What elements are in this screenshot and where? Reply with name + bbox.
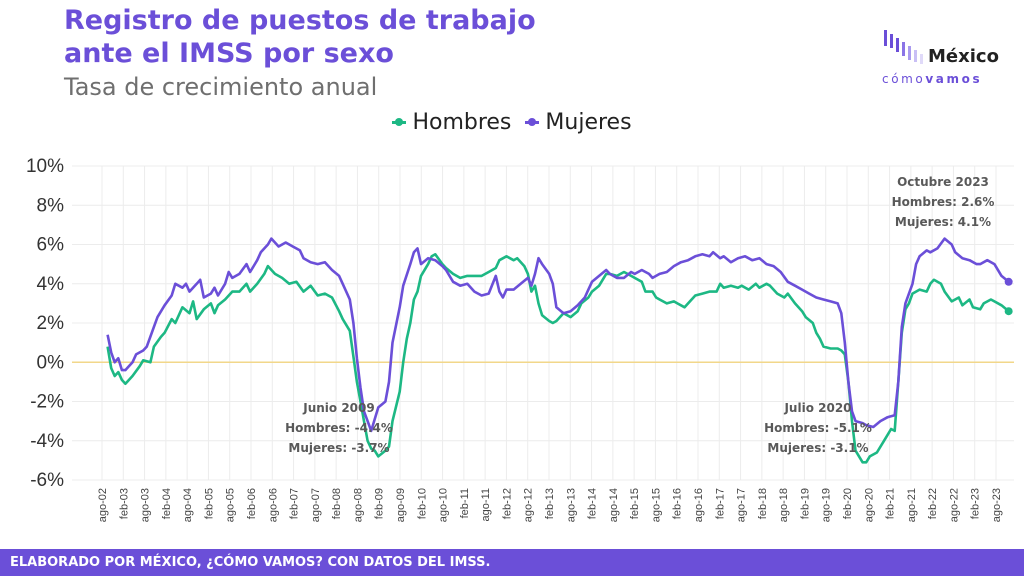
series-line-hombres (106, 253, 1010, 464)
x-tick-label: ago-11 (480, 488, 492, 521)
x-tick-label: ago-03 (140, 488, 152, 522)
annotation-junio-2009-line: Hombres: -4.4% (285, 421, 393, 435)
x-tick-label: feb-23 (970, 488, 982, 519)
x-tick-label: ago-06 (267, 488, 279, 522)
x-tick-label: ago-10 (438, 488, 450, 522)
y-tick-label: 8% (37, 195, 65, 216)
x-tick-label: feb-12 (501, 488, 513, 519)
y-tick-label: 2% (37, 313, 65, 334)
y-tick-label: 10% (26, 156, 64, 177)
x-tick-label: feb-17 (714, 488, 726, 519)
x-tick-label: ago-08 (352, 488, 364, 522)
logo-tag-light: cómo (882, 72, 926, 86)
x-tick-label: feb-09 (374, 488, 386, 519)
annotation-octubre-2023-line: Hombres: 2.6% (892, 195, 995, 209)
x-tick-label: ago-05 (225, 488, 237, 522)
annotation-junio-2009-line: Mujeres: -3.7% (288, 441, 389, 455)
y-tick-label: 0% (37, 352, 65, 373)
x-tick-label: feb-05 (203, 488, 215, 519)
bars-logo-icon (884, 30, 923, 64)
x-tick-label: ago-12 (523, 488, 535, 522)
annotation-julio-2020-line: Julio 2020 (783, 401, 851, 415)
x-tick-label: feb-07 (289, 488, 301, 519)
logo-tagline: cómovamos (882, 72, 982, 86)
x-tick-label: feb-19 (799, 488, 811, 519)
x-tick-label: feb-20 (842, 488, 854, 519)
x-tick-label: feb-03 (118, 488, 130, 519)
y-tick-label: 6% (37, 235, 65, 256)
x-tick-label: feb-11 (459, 488, 471, 518)
x-tick-label: feb-16 (672, 488, 684, 519)
x-tick-label: ago-19 (821, 488, 833, 522)
legend-item-hombres[interactable]: Hombres (392, 110, 511, 135)
x-tick-label: feb-22 (927, 488, 939, 519)
legend-marker-hombres (392, 118, 407, 126)
x-tick-label: feb-15 (629, 488, 641, 519)
series-end-point-hombres (1004, 307, 1013, 316)
x-tick-label: feb-06 (246, 488, 258, 519)
chart-title: Registro de puestos de trabajo ante el I… (64, 4, 536, 70)
x-tick-label: ago-04 (182, 488, 194, 522)
annotation-julio-2020-line: Mujeres: -3.1% (767, 441, 868, 455)
x-tick-label: ago-14 (608, 488, 620, 522)
logo-word: México (928, 46, 999, 67)
x-tick-label: feb-04 (161, 488, 173, 519)
x-tick-label: ago-22 (948, 488, 960, 522)
series-end-point-mujeres (1004, 277, 1013, 286)
series-line-mujeres (106, 237, 1010, 433)
legend-label-mujeres: Mujeres (545, 110, 632, 135)
x-tick-label: ago-16 (693, 488, 705, 522)
chart-title-line1: Registro de puestos de trabajo (64, 5, 536, 36)
annotation-julio-2020-line: Hombres: -5.1% (764, 421, 872, 435)
x-tick-label: ago-13 (565, 488, 577, 522)
mexico-como-vamos-logo: México cómovamos (882, 28, 1012, 88)
chart-legend: Hombres Mujeres (0, 110, 1024, 135)
line-chart: ago-02 feb-03 ago-03 feb-04 ago-04 feb-05 ago-… (26, 156, 1014, 522)
x-tick-label: ago-18 (778, 488, 790, 522)
y-tick-label: -2% (30, 392, 64, 413)
x-tick-label: ago-20 (863, 488, 875, 522)
annotation-octubre-2023-line: Octubre 2023 (897, 175, 989, 189)
y-tick-label: 4% (37, 274, 65, 295)
x-tick-label: feb-21 (885, 488, 897, 519)
y-tick-label: -4% (30, 431, 64, 452)
annotation-junio-2009-line: Junio 2009 (302, 401, 374, 415)
x-tick-label: ago-07 (310, 488, 322, 522)
x-tick-label: feb-08 (331, 488, 343, 519)
x-tick-label: feb-14 (587, 488, 599, 519)
annotation-octubre-2023-line: Mujeres: 4.1% (895, 215, 991, 229)
x-tick-label: ago-23 (991, 488, 1003, 522)
x-tick-label: ago-21 (906, 488, 918, 522)
y-tick-label: -6% (30, 470, 64, 491)
x-tick-label: feb-13 (544, 488, 556, 519)
x-tick-label: ago-15 (650, 488, 662, 522)
chart-title-line2: ante el IMSS por sexo (64, 38, 394, 69)
logo-tag-bold: vamos (925, 72, 983, 86)
legend-marker-mujeres (525, 118, 540, 126)
chart-subtitle: Tasa de crecimiento anual (64, 73, 378, 101)
legend-label-hombres: Hombres (412, 110, 512, 135)
x-tick-label: feb-10 (416, 488, 428, 519)
footer-credit: ELABORADO POR MÉXICO, ¿CÓMO VAMOS? CON D… (0, 549, 1024, 576)
x-tick-label: ago-17 (736, 488, 748, 522)
x-tick-label: ago-09 (395, 488, 407, 522)
x-tick-label: ago-02 (97, 488, 109, 522)
legend-item-mujeres[interactable]: Mujeres (525, 110, 632, 135)
x-tick-label: feb-18 (757, 488, 769, 519)
